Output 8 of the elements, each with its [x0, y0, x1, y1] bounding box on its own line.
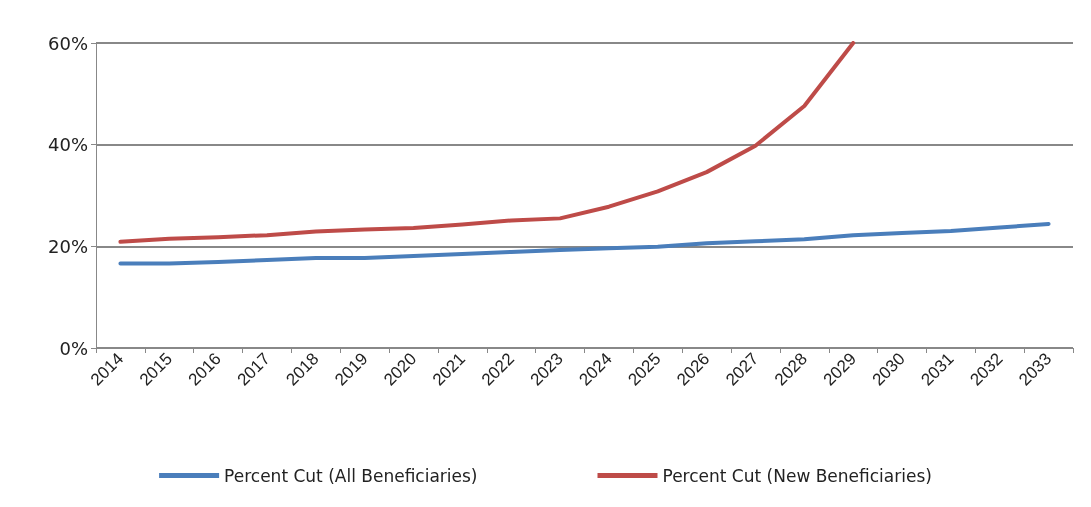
line-series [118, 221, 1051, 266]
legend-label: Percent Cut (All Beneficiaries) [224, 465, 478, 486]
y-tick-label: 60% [47, 32, 88, 54]
y-tick-label: 40% [47, 134, 88, 156]
line-series [118, 41, 856, 244]
y-tick-label: 0% [59, 337, 88, 359]
y-tick-label: 20% [47, 235, 88, 257]
legend-label: Percent Cut (New Beneficiaries) [662, 465, 932, 486]
